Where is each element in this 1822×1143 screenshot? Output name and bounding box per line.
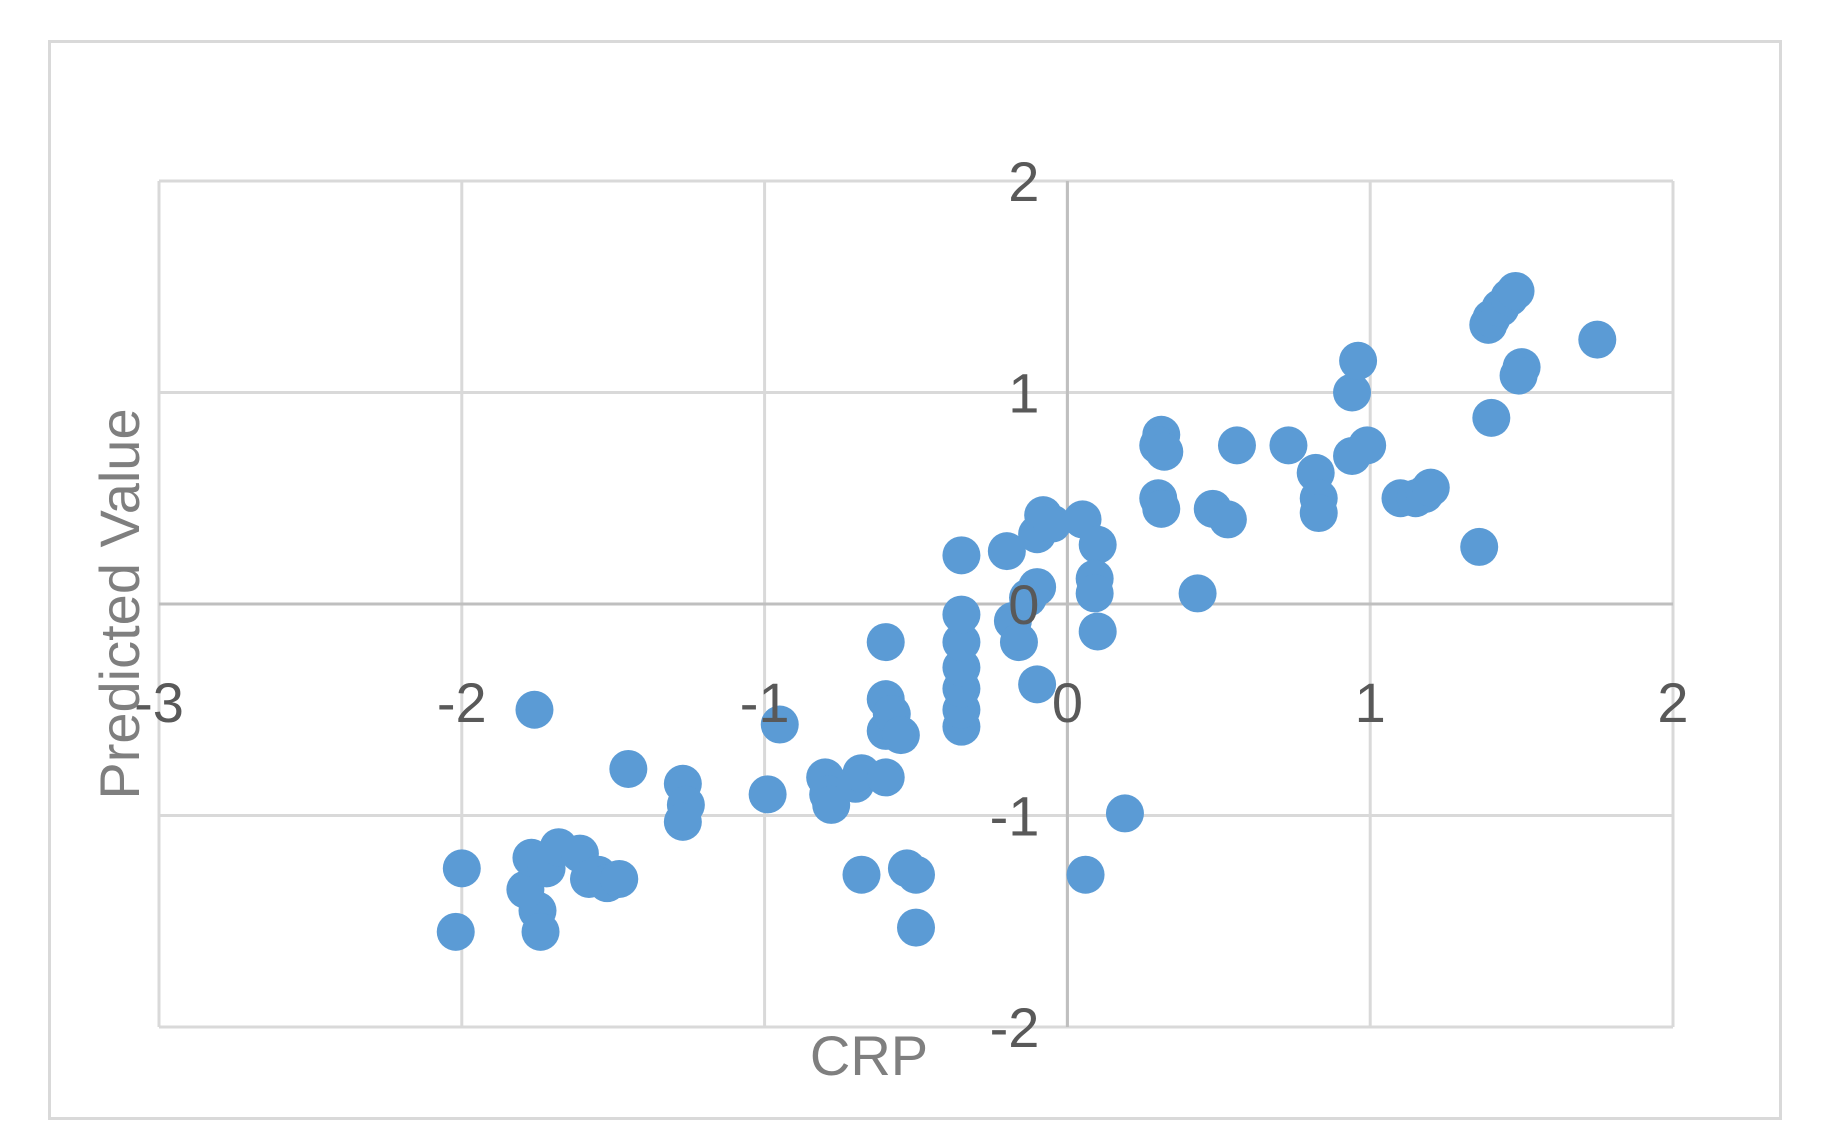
data-point [748, 775, 787, 814]
axes [159, 181, 1673, 1027]
data-point [942, 623, 981, 662]
data-point [1208, 500, 1247, 539]
y-tick-label: -2 [990, 996, 1040, 1059]
data-point [1339, 341, 1378, 380]
y-tick-label: 0 [1008, 573, 1039, 636]
data-point [442, 849, 481, 888]
data-point [866, 623, 905, 662]
data-point [987, 532, 1026, 571]
y-tick-label: -1 [990, 785, 1040, 848]
data-point [521, 912, 560, 951]
data-point [515, 690, 554, 729]
data-point [1066, 855, 1105, 894]
data-point [1299, 494, 1338, 533]
data-point [1018, 665, 1057, 704]
data-point [1333, 373, 1372, 412]
data-point [1269, 426, 1308, 465]
data-point [1411, 468, 1450, 507]
data-point [1178, 574, 1217, 613]
data-point [842, 855, 881, 894]
data-point [436, 912, 475, 951]
data-point [897, 908, 935, 947]
data-point [1217, 426, 1256, 465]
data-point [881, 716, 920, 755]
y-axis-title: Predicted Value [88, 408, 151, 799]
data-point [1105, 794, 1144, 833]
data-point [760, 705, 799, 744]
y-tick-label: 2 [1008, 150, 1039, 213]
data-point [1142, 489, 1181, 528]
data-points [436, 271, 1617, 951]
data-point [1496, 271, 1535, 310]
data-point [1075, 574, 1114, 613]
data-point [609, 749, 648, 788]
x-tick-label: 0 [1052, 671, 1083, 734]
data-point [897, 855, 935, 894]
data-point [1460, 527, 1499, 566]
x-tick-label: -1 [740, 671, 790, 734]
data-point [600, 859, 639, 898]
data-point [1472, 398, 1511, 437]
data-point [866, 758, 905, 797]
data-point [942, 536, 981, 575]
x-tick-label: -3 [134, 671, 184, 734]
chart-frame: -3 -2 -1 0 1 2 -2 -1 0 1 2 CRP Predicted Value [48, 40, 1782, 1120]
data-point [1348, 426, 1387, 465]
data-point [1578, 320, 1617, 359]
x-tick-label: 2 [1657, 671, 1688, 734]
data-point [1145, 432, 1184, 471]
data-point [1078, 525, 1117, 564]
y-tick-label: 1 [1008, 362, 1039, 425]
x-tick-label: -2 [437, 671, 487, 734]
x-tick-label: 1 [1355, 671, 1386, 734]
data-point [1033, 504, 1072, 543]
data-point [1018, 568, 1057, 607]
data-point [999, 623, 1038, 662]
data-point [1078, 612, 1117, 651]
x-axis-title: CRP [810, 1024, 928, 1087]
data-point [663, 802, 702, 841]
data-point [942, 595, 981, 634]
data-point [1499, 356, 1538, 395]
